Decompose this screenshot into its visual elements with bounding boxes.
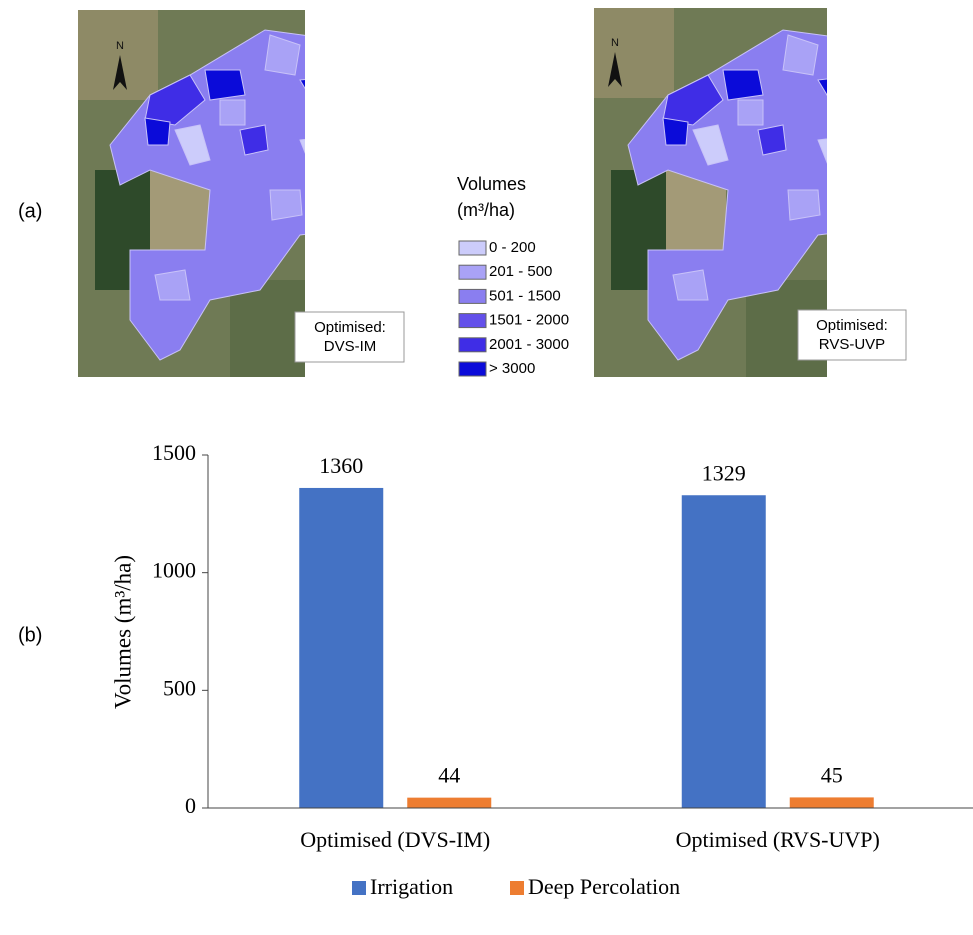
data-label: 44: [438, 763, 460, 788]
legend-swatch: [459, 314, 486, 328]
map-legend-title: (m³/ha): [457, 200, 515, 220]
data-label: 1329: [702, 460, 746, 485]
legend-label: > 3000: [489, 360, 535, 377]
legend-swatch: [352, 881, 366, 895]
legend-label: Deep Percolation: [528, 874, 680, 899]
panel-label: (a): [18, 200, 42, 222]
figure: (a) (b) N N Optimised: DVS-IM Optimised:…: [0, 0, 973, 935]
legend-swatch: [459, 241, 486, 255]
legend-label: 2001 - 3000: [489, 336, 569, 353]
legend-label: 1501 - 2000: [489, 312, 569, 329]
bar: [299, 488, 383, 808]
y-tick-label: 0: [185, 793, 196, 818]
map-label: Optimised:: [314, 319, 386, 336]
bar: [407, 798, 491, 808]
map-label: Optimised:: [816, 317, 888, 334]
legend-swatch: [459, 338, 486, 352]
map-label: DVS-IM: [324, 338, 377, 355]
legend-swatch: [510, 881, 524, 895]
bar-chart: 0 500 1000 1500 Volumes (m³/ha) Optimised (DV…: [110, 440, 973, 899]
data-label: 1360: [319, 453, 363, 478]
legend-swatch: [459, 289, 486, 303]
legend-swatch: [459, 265, 486, 279]
map-legend: 0 - 200 201 - 500 501 - 1500 1501 - 2000 200…: [459, 239, 569, 377]
legend-label: 501 - 1500: [489, 287, 561, 304]
x-tick-label: Optimised (RVS-UVP): [676, 827, 880, 852]
bar: [790, 797, 874, 808]
legend-label: Irrigation: [370, 874, 453, 899]
legend-label: 0 - 200: [489, 239, 536, 256]
x-tick-label: Optimised (DVS-IM): [300, 827, 490, 852]
y-tick-label: 500: [163, 675, 196, 700]
bar: [682, 495, 766, 808]
data-label: 45: [821, 762, 843, 787]
y-tick-label: 1500: [152, 440, 196, 465]
legend-swatch: [459, 362, 486, 376]
y-axis-label: Volumes (m³/ha): [110, 555, 135, 709]
panel-label: (b): [18, 624, 42, 646]
y-tick-label: 1000: [152, 558, 196, 583]
map-label: RVS-UVP: [819, 336, 885, 353]
svg-text:N: N: [611, 37, 619, 49]
svg-text:N: N: [116, 40, 124, 52]
legend-label: 201 - 500: [489, 263, 552, 280]
map-legend-title: Volumes: [457, 174, 526, 194]
